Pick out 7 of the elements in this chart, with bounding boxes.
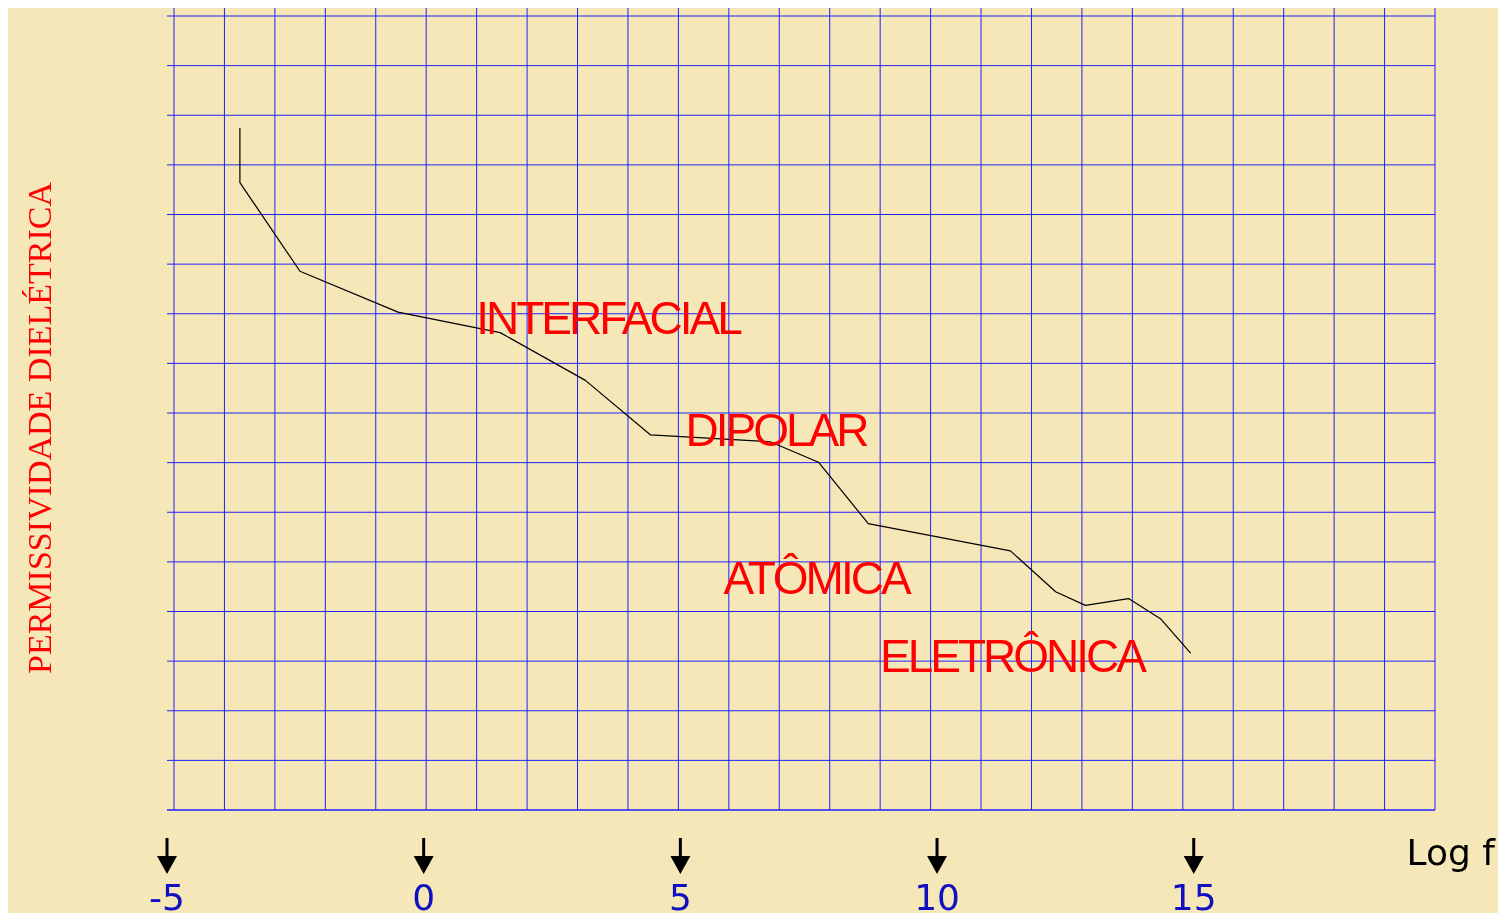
x-tick-label: 15 — [1170, 877, 1217, 918]
x-tick-label: 5 — [668, 877, 692, 918]
x-tick-label: -5 — [149, 877, 185, 918]
x-tick-label: 10 — [914, 877, 960, 918]
x-tick-label: 0 — [412, 877, 436, 918]
y-axis-title: PERMISSIVIDADE DIELÉTRICA — [21, 181, 59, 675]
x-axis-title: Log f — [1406, 832, 1497, 873]
